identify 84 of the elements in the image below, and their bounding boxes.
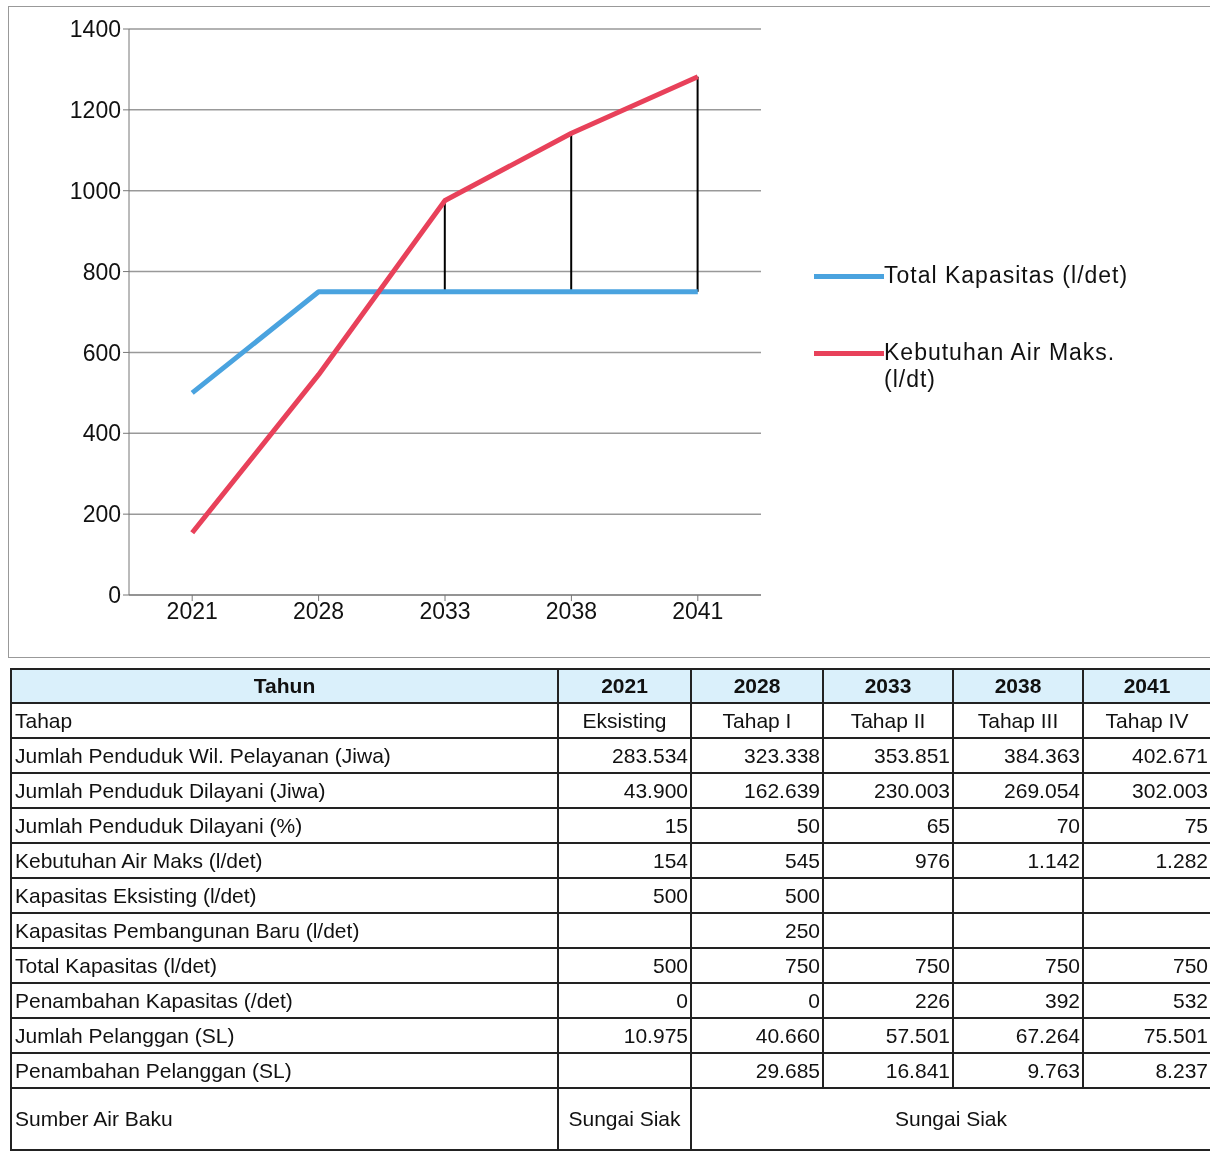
text: 500 [652, 953, 688, 977]
text: 29.685 [755, 1058, 820, 1082]
text: 392 [1044, 988, 1080, 1012]
text: 384.363 [1004, 743, 1080, 767]
y-tick-label: 1400 [69, 16, 121, 43]
category-label: Jumlah Penduduk Dilayani (%) [15, 813, 303, 837]
text: 43.900 [623, 778, 688, 802]
text: 0 [808, 988, 820, 1012]
text: 750 [914, 953, 950, 977]
category-label: 2033 [823, 669, 953, 703]
text: Sungai Siak [894, 1107, 1008, 1130]
text: 402.671 [1132, 743, 1208, 767]
category-label: 2038 [953, 669, 1083, 703]
legend-label: Total Kapasitas (l/det) [884, 262, 1130, 289]
category-label: 2028 [691, 669, 823, 703]
text: Tahap III [977, 708, 1059, 732]
text: Sungai Siak [568, 1107, 681, 1130]
y-tick-label: 0 [108, 582, 121, 609]
text: 532 [1172, 988, 1208, 1012]
text: Tahap II [850, 708, 926, 732]
bar [570, 133, 573, 292]
x-tick-label: 2033 [419, 598, 471, 625]
category-label: Kapasitas Eksisting (l/det) [15, 883, 257, 907]
text: 269.054 [1004, 778, 1080, 802]
y-tick-label: 800 [82, 258, 121, 285]
text: 70 [1056, 813, 1080, 837]
text: 230.003 [874, 778, 950, 802]
y-tick-label: 1200 [69, 97, 121, 124]
text: 1.282 [1155, 848, 1208, 872]
bar [696, 76, 699, 292]
text: 283.534 [612, 743, 688, 767]
text: 9.763 [1027, 1058, 1080, 1082]
text: 57.501 [885, 1023, 950, 1047]
text: 0 [676, 988, 688, 1012]
text: Eksisting [582, 708, 667, 732]
text: 15 [664, 813, 688, 837]
text: 500 [784, 883, 820, 907]
text: 162.639 [744, 778, 820, 802]
text: Tahap IV [1105, 708, 1189, 732]
category-label: Tahap [15, 708, 73, 732]
category-label: Kapasitas Pembangunan Baru (l/det) [15, 918, 360, 942]
text: Tahun [11, 669, 558, 703]
text: 40.660 [755, 1023, 820, 1047]
text: 50 [796, 813, 820, 837]
category-label: Sumber Air Baku [15, 1107, 173, 1130]
category-label: Jumlah Pelanggan (SL) [15, 1023, 235, 1047]
text: 10.975 [623, 1023, 688, 1047]
text: 545 [784, 848, 820, 872]
x-tick-label: 2028 [293, 598, 345, 625]
text: 750 [1172, 953, 1208, 977]
text: 226 [914, 988, 950, 1012]
text: 353.851 [874, 743, 950, 767]
category-label: Jumlah Penduduk Wil. Pelayanan (Jiwa) [15, 743, 391, 767]
text: 67.264 [1015, 1023, 1080, 1047]
text: 302.003 [1132, 778, 1208, 802]
text: Tahap I [722, 708, 792, 732]
category-label: Penambahan Pelanggan (SL) [15, 1058, 292, 1082]
text: 8.237 [1155, 1058, 1208, 1082]
text: 323.338 [744, 743, 820, 767]
text: 750 [1044, 953, 1080, 977]
category-label: 2041 [1083, 669, 1210, 703]
text: 16.841 [885, 1058, 950, 1082]
text: 500 [652, 883, 688, 907]
text: 250 [784, 918, 820, 942]
text: 65 [926, 813, 950, 837]
text: 75 [1184, 813, 1208, 837]
category-label: Kebutuhan Air Maks (l/det) [15, 848, 263, 872]
category-label: Total Kapasitas (l/det) [15, 953, 217, 977]
y-tick-label: 1000 [69, 177, 121, 204]
x-tick-label: 2038 [545, 598, 597, 625]
y-tick-label: 400 [82, 420, 121, 447]
y-tick-label: 600 [82, 339, 121, 366]
x-tick-label: 2041 [672, 598, 724, 625]
text: 750 [784, 953, 820, 977]
text: 1.142 [1027, 848, 1080, 872]
category-label: 2021 [558, 669, 691, 703]
text: 75.501 [1143, 1023, 1208, 1047]
y-tick-label: 200 [82, 501, 121, 528]
category-label: Penambahan Kapasitas (/det) [15, 988, 293, 1012]
legend-label: Kebutuhan Air Maks. (l/dt) [884, 339, 1117, 393]
x-tick-label: 2021 [166, 598, 218, 625]
category-label: Jumlah Penduduk Dilayani (Jiwa) [15, 778, 326, 802]
text: 154 [652, 848, 688, 872]
text: 976 [914, 848, 950, 872]
